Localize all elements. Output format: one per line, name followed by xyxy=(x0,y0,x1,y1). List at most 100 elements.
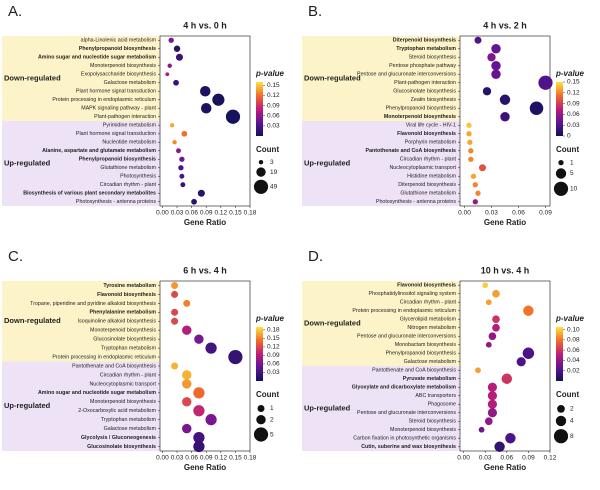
bubble xyxy=(182,423,192,434)
bubble xyxy=(182,370,192,380)
colorbar-tick-label: 0.06 xyxy=(567,347,580,354)
x-tick-label: 0.18 xyxy=(244,210,257,217)
bubble xyxy=(468,148,474,154)
bubble xyxy=(488,332,497,341)
bubble xyxy=(171,290,179,298)
x-tick-label: 0.03 xyxy=(479,455,492,462)
size-legend-key xyxy=(253,427,269,442)
category-label: Photosynthesis - antenna proteins xyxy=(376,199,456,205)
group-label: Down-regulated xyxy=(304,73,361,82)
bubble xyxy=(482,282,489,289)
bubble xyxy=(178,165,184,171)
category-label: Tryptophan metabolism xyxy=(101,346,157,352)
category-label: Glycolysis / Gluconeogenesis xyxy=(81,435,156,441)
category-label: Monoterpenoid biosynthesis xyxy=(90,399,156,405)
category-label: Amino sugar and nucleotide sugar metabol… xyxy=(38,390,156,396)
bubble xyxy=(180,182,186,188)
bubble xyxy=(172,140,177,145)
bubble xyxy=(212,93,225,106)
colorbar-tick-label: 0.08 xyxy=(567,337,580,344)
x-axis-label: Gene Ratio xyxy=(184,218,226,227)
bubble xyxy=(173,79,179,86)
color-legend-title: p-value xyxy=(555,314,585,323)
size-legend-title: Count xyxy=(556,145,579,154)
colorbar-tick-label: 0 xyxy=(567,133,571,140)
category-label: Glycerolipid metabolism xyxy=(400,317,457,323)
category-label: Protein processing in endoplasmic reticu… xyxy=(52,354,156,360)
colorbar-tick-label: 0.18 xyxy=(267,327,280,334)
category-label: Nucleocytoplasmic transport xyxy=(389,165,456,171)
bubble xyxy=(193,431,205,444)
category-label: alpha-Linolenic acid metabolism xyxy=(81,38,157,44)
colorbar-tick-label: 0.12 xyxy=(267,92,280,99)
x-tick-label: 0.06 xyxy=(500,455,513,462)
x-tick-label: 0.12 xyxy=(214,455,227,462)
category-label: Zeatin biosynthesis xyxy=(411,97,457,103)
category-label: MAPK signaling pathway - plant xyxy=(81,106,156,112)
bubble xyxy=(505,433,516,444)
category-label: Monoterpenoid biosynthesis xyxy=(384,114,456,120)
x-axis-label: Gene Ratio xyxy=(484,463,526,472)
category-label: Circadian rhythm - plant xyxy=(400,157,457,163)
bubble xyxy=(485,341,492,348)
category-label: Glucosinolate biosynthesis xyxy=(93,337,156,343)
bubble xyxy=(516,357,526,367)
bubble xyxy=(475,367,481,374)
plot-frame xyxy=(159,280,251,452)
colorbar-tick-label: 0.09 xyxy=(567,100,580,107)
colorbar-tick-label: 0.15 xyxy=(567,79,580,86)
colorbar-tick-label: 0.12 xyxy=(567,90,580,97)
bubble xyxy=(171,308,179,316)
category-label: Photosynthesis xyxy=(120,174,156,180)
colorbar-tick-label: 0.09 xyxy=(267,102,280,109)
group-label: Down-regulated xyxy=(4,316,61,325)
category-label: Phosphatidylinositol signaling system xyxy=(369,291,457,297)
size-legend-title: Count xyxy=(256,390,279,399)
size-legend-label: 1 xyxy=(270,405,274,412)
category-label: Exopolysaccharide biosynthesis xyxy=(81,72,156,78)
category-label: Plant hormone signal transduction xyxy=(76,89,156,95)
bubble xyxy=(492,323,500,332)
x-axis-label: Gene Ratio xyxy=(484,218,526,227)
group-label: Down-regulated xyxy=(304,318,361,327)
bubble xyxy=(472,199,478,205)
category-label: Circadian rhythm - plant xyxy=(100,182,157,188)
size-legend-key xyxy=(256,415,266,425)
category-label: Phagosome xyxy=(428,402,456,408)
color-legend-title: p-value xyxy=(255,69,285,78)
bubble xyxy=(470,173,477,179)
category-label: Pentose and glucuronate interconversions xyxy=(357,410,456,416)
bubble xyxy=(193,387,205,399)
category-label: Glyoxylate and dicarboxylate metabolism xyxy=(352,385,457,391)
size-legend-label: 2 xyxy=(270,416,274,423)
group-band xyxy=(302,121,460,206)
size-legend-label: 10 xyxy=(570,186,578,193)
bubble xyxy=(179,156,185,162)
size-legend-key xyxy=(253,179,269,194)
category-label: Tryptophan metabolism xyxy=(101,417,157,423)
panel-label: A. xyxy=(8,3,22,20)
size-legend-label: 19 xyxy=(270,169,278,176)
bubble xyxy=(171,317,179,325)
category-label: Flavonoid biosynthesis xyxy=(397,131,456,137)
bubble xyxy=(523,305,534,316)
bubble xyxy=(494,441,505,452)
size-legend-label: 5 xyxy=(570,170,574,177)
x-tick-label: 0.12 xyxy=(544,455,557,462)
plot-frame xyxy=(159,35,251,207)
category-label: Carbon fixation in photosynthetic organi… xyxy=(353,436,456,442)
bubble xyxy=(175,53,183,61)
panel-label: C. xyxy=(8,248,23,265)
category-label: Steroid biosynthesis xyxy=(409,55,457,61)
category-label: Histidine metabolism xyxy=(407,174,456,180)
category-label: Tropane, piperidine and pyridine alkaloi… xyxy=(30,301,156,307)
bubble xyxy=(194,334,204,344)
category-label: Protein processing in endoplasmic reticu… xyxy=(352,308,456,314)
category-label: Flavonoid biosynthesis xyxy=(397,283,456,289)
group-label: Up-regulated xyxy=(4,158,51,167)
group-band xyxy=(2,361,160,451)
bubble xyxy=(205,342,217,354)
panel-label: D. xyxy=(308,248,323,265)
category-label: Nucleocytoplasmic transport xyxy=(89,381,156,387)
